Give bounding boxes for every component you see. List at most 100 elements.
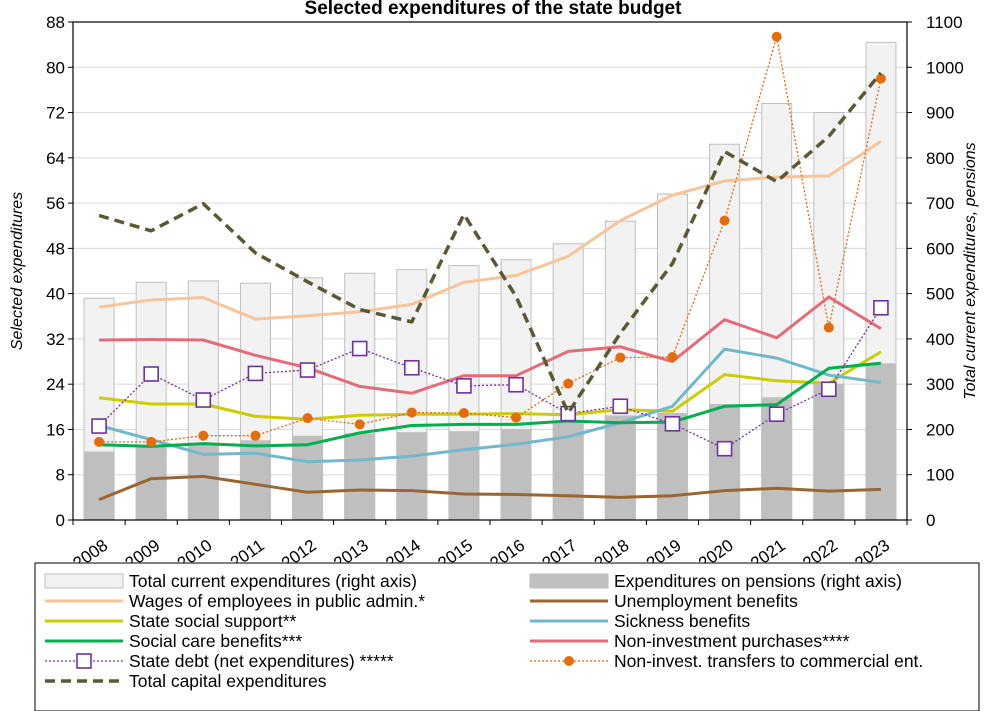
y-left-tick-label: 80 [46,58,65,77]
legend-item: Expenditures on pensions (right axis) [529,571,902,591]
series-line [98,140,882,321]
y-right-tick-label: 1100 [926,13,963,32]
y-left-tick-label: 88 [46,13,65,32]
series-line [98,347,882,464]
legend-label: Total capital expenditures [129,671,327,691]
series-line [99,295,882,395]
legend-swatch [44,573,124,589]
line-series-5 [99,295,882,395]
legend-label: Non-invest. transfers to commercial ent. [614,651,923,671]
legend-label: Non-investment purchases**** [614,631,850,651]
data-point-marker [404,359,420,376]
bar [709,404,741,521]
bar [448,431,480,521]
bar [813,383,845,521]
data-point-marker [146,436,157,447]
y-right-ticks: 0 100 200 300 400 500 600 700 800 900 1000 1100 [907,13,964,530]
line-series-0 [98,140,882,321]
line-series-3 [98,347,882,464]
legend-marker [76,653,92,669]
y-right-tick-label: 400 [926,330,954,349]
bar [187,444,219,521]
y-right-tick-label: 500 [926,285,954,304]
legend-label: Social care benefits*** [129,631,302,651]
data-point-marker [247,365,264,382]
data-point-marker [406,407,417,418]
legend-item: State debt (net expenditures) ***** [45,651,394,671]
data-point-marker [771,31,782,42]
data-point-marker [94,436,105,447]
data-point-marker [716,440,733,457]
data-point-marker [143,366,159,382]
data-point-marker [823,322,834,333]
data-point-marker [456,378,472,394]
data-point-marker [875,73,886,84]
y-left-tick-label: 56 [46,194,65,213]
legend-label: State social support** [129,611,297,631]
legend-label: Sickness benefits [614,611,750,631]
y-right-tick-label: 300 [926,375,954,394]
legend-marker [564,656,574,666]
legend-label: Expenditures on pensions (right axis) [614,571,902,591]
line-series-6 [91,299,889,457]
line-series-8 [98,71,883,415]
y-right-tick-label: 700 [926,194,954,213]
legend-swatch [529,573,609,589]
series-line [98,71,883,415]
line-series-2 [98,350,882,421]
y-right-tick-label: 100 [926,466,954,485]
data-point-marker [719,215,730,226]
data-point-marker [511,412,522,423]
y-left-tick-label: 16 [46,420,65,439]
legend-item: Total capital expenditures [45,671,327,691]
data-point-marker [563,378,574,389]
legend-item: Non-invest. transfers to commercial ent. [530,651,923,671]
data-point-marker [198,430,209,441]
legend-item: Total current expenditures (right axis) [44,571,417,591]
series-line [99,36,882,443]
data-point-marker [299,362,316,378]
y-left-tick-label: 40 [46,285,65,304]
y-right-tick-label: 600 [926,239,954,258]
data-point-marker [351,340,368,357]
y-left-axis-title: Selected expenditures [9,192,26,350]
line-series-7 [94,31,886,447]
data-point-marker [667,352,678,363]
data-point-marker [91,418,107,434]
chart-title: Selected expenditures of the state budge… [305,0,683,19]
y-left-tick-label: 24 [46,375,65,394]
legend-label: Unemployment benefits [614,591,798,611]
data-point-marker [612,398,629,415]
legend-item: State social support** [45,611,297,631]
bar [865,363,897,521]
line-series-4 [99,361,882,448]
y-right-tick-label: 200 [926,420,954,439]
data-point-marker [873,299,889,316]
data-point-marker [821,381,837,398]
series-line [98,307,882,450]
legend-item: Non-investment purchases**** [530,631,850,651]
y-left-tick-label: 72 [46,104,65,123]
data-point-marker [615,352,626,363]
data-point-marker [664,415,681,432]
y-left-tick-label: 64 [46,149,65,168]
legend-box [34,562,980,711]
y-right-tick-label: 1000 [926,58,964,77]
y-right-axis-title: Total current expenditures, pensions [962,142,979,399]
series-line [99,361,882,448]
legend-item: Unemployment benefits [530,591,798,611]
bar [83,451,115,521]
data-point-marker [195,392,212,408]
bar [396,432,428,521]
data-point-marker [302,413,313,424]
data-point-marker [458,408,469,419]
bar [344,433,376,521]
y-right-tick-label: 900 [926,104,954,123]
legend-label: Total current expenditures (right axis) [129,571,417,591]
y-left-ticks: 0 8 16 24 32 40 48 56 64 72 80 88 [46,13,73,530]
y-left-tick-label: 32 [46,330,65,349]
y-right-tick-label: 0 [926,511,935,530]
bar [292,435,324,521]
